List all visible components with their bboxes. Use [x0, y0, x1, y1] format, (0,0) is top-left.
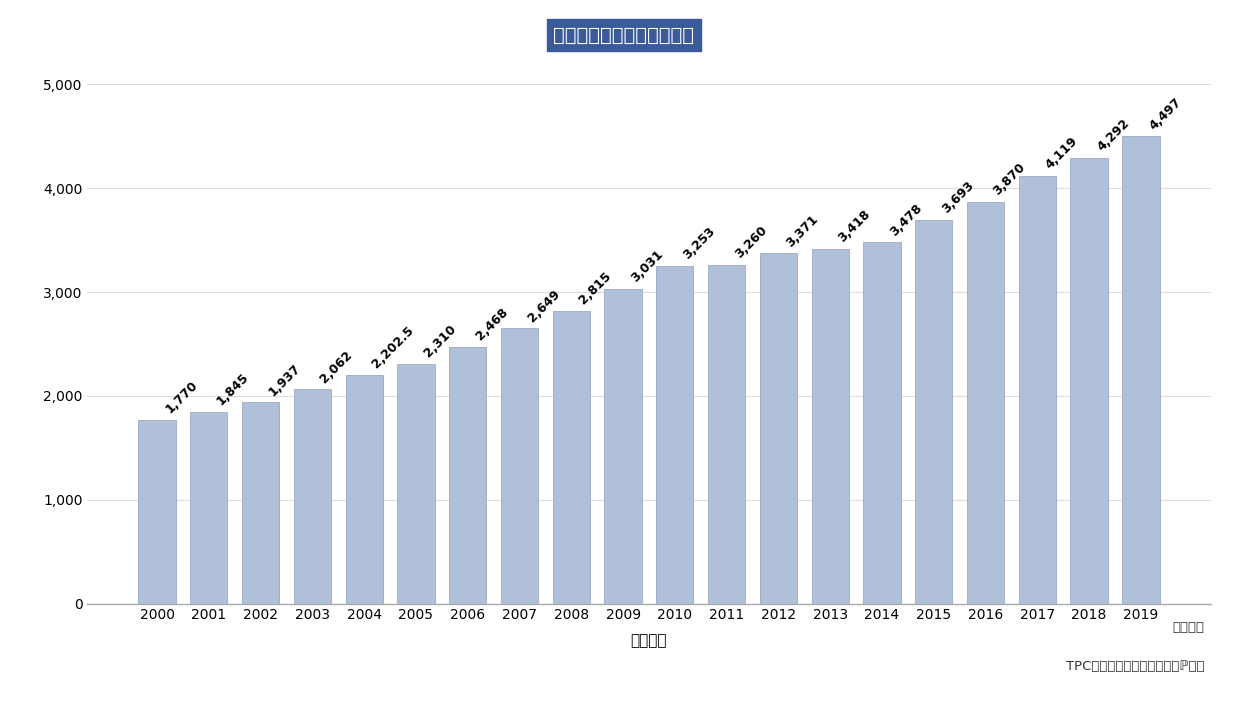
Bar — [915, 220, 952, 604]
Text: （見込）: （見込） — [1172, 621, 1204, 635]
Text: 3,031: 3,031 — [629, 248, 665, 284]
Bar — [293, 390, 331, 604]
Text: 4,497: 4,497 — [1147, 95, 1183, 133]
X-axis label: 《年度》: 《年度》 — [630, 633, 668, 648]
Text: 2,815: 2,815 — [577, 270, 614, 307]
Text: 4,119: 4,119 — [1043, 134, 1080, 171]
Text: 1,845: 1,845 — [215, 371, 252, 408]
Text: 3,478: 3,478 — [887, 201, 925, 238]
Text: 3,418: 3,418 — [836, 207, 872, 244]
Bar — [190, 412, 227, 604]
Bar — [864, 242, 901, 604]
Bar — [967, 201, 1005, 604]
Bar — [656, 266, 694, 604]
Bar — [500, 329, 538, 604]
Bar — [346, 375, 383, 604]
Text: 3,253: 3,253 — [680, 225, 718, 262]
Text: 1,937: 1,937 — [266, 362, 303, 398]
Bar — [449, 347, 487, 604]
Bar — [1018, 176, 1056, 604]
Bar — [139, 420, 176, 604]
Text: 1,770: 1,770 — [162, 378, 200, 416]
Text: 通販化粧品の市場規模推移: 通販化粧品の市場規模推移 — [554, 25, 694, 45]
Text: 2,202.5: 2,202.5 — [369, 324, 417, 371]
Bar — [242, 402, 280, 604]
Text: 3,371: 3,371 — [784, 212, 821, 249]
Text: 3,260: 3,260 — [733, 224, 769, 261]
Text: TPCマーケティングリサーチℙ調べ: TPCマーケティングリサーチℙ調べ — [1066, 660, 1204, 673]
Text: 3,870: 3,870 — [991, 160, 1028, 197]
Bar — [604, 289, 641, 604]
Text: 4,292: 4,292 — [1094, 117, 1132, 154]
Bar — [1122, 136, 1159, 604]
Text: 2,062: 2,062 — [318, 348, 356, 385]
Bar — [397, 364, 434, 604]
Bar — [553, 311, 590, 604]
Text: 2,310: 2,310 — [422, 322, 459, 359]
Text: 2,468: 2,468 — [473, 306, 510, 343]
Text: 2,649: 2,649 — [525, 287, 563, 324]
Bar — [760, 253, 797, 604]
Bar — [811, 249, 849, 604]
Text: 3,693: 3,693 — [940, 179, 976, 216]
Bar — [708, 265, 745, 604]
Bar — [1071, 158, 1108, 604]
